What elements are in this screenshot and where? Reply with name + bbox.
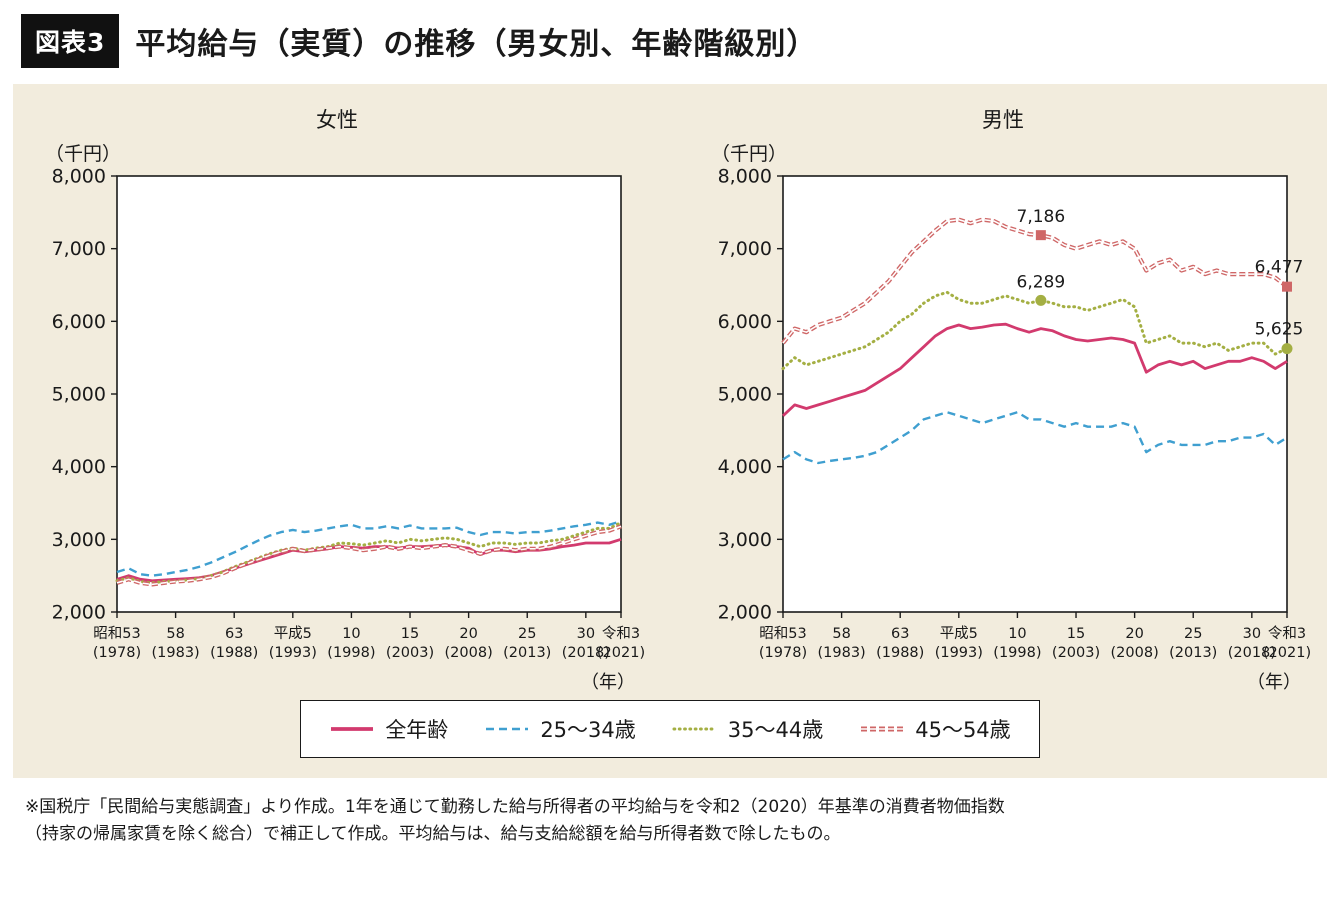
svg-text:3,000: 3,000 [52,529,106,551]
svg-text:2,000: 2,000 [718,602,772,624]
chart-legend: 全年齢 25〜34歳 35〜44歳 45〜54歳 [27,700,1313,758]
svg-text:58: 58 [166,626,184,642]
svg-text:令和3: 令和3 [1268,625,1306,642]
svg-text:7,186: 7,186 [1017,207,1066,227]
legend-line-sample-45-54 [859,722,905,736]
svg-text:5,625: 5,625 [1255,320,1304,340]
svg-text:20: 20 [1125,626,1143,642]
svg-text:平成5: 平成5 [274,625,312,642]
line-chart-men: （千円） 2,000 3,000 4,000 5,000 6,000 7,000 8,000 昭… [711,143,1311,693]
svg-text:7,000: 7,000 [52,238,106,260]
figure-title: 平均給与（実質）の推移（男女別、年齢階級別） [135,27,818,62]
svg-text:(1988): (1988) [876,645,924,661]
svg-text:昭和53: 昭和53 [759,625,806,642]
svg-text:8,000: 8,000 [718,166,772,188]
legend-item-35-44: 35〜44歳 [672,714,823,744]
svg-text:(1978): (1978) [759,645,807,661]
svg-text:6,477: 6,477 [1255,258,1304,278]
legend-label-25-34: 25〜34歳 [540,718,636,742]
svg-text:7,000: 7,000 [718,238,772,260]
svg-text:25: 25 [1184,626,1202,642]
svg-text:令和3: 令和3 [602,625,640,642]
svg-text:5,000: 5,000 [718,384,772,406]
source-note-line1: ※国税庁「民間給与実態調査」より作成。1年を通じて勤務した給与所得者の平均給与を… [25,797,1005,817]
legend-item-all-ages: 全年齢 [329,714,448,744]
svg-text:(2013): (2013) [503,645,551,661]
svg-text:30: 30 [1243,626,1261,642]
svg-text:(1978): (1978) [93,645,141,661]
line-chart-women: （千円） 2,000 3,000 4,000 5,000 6,000 7,000 8,000 昭… [45,143,645,693]
svg-text:15: 15 [1067,626,1085,642]
svg-text:(2003): (2003) [386,645,434,661]
panel-title-women: 女性 [316,108,358,132]
svg-text:(1988): (1988) [210,645,258,661]
source-note-line2: （持家の帰属家賃を除く総合）で補正して作成。平均給与は、給与支給総額を給与所得者… [25,824,841,845]
svg-text:（年）: （年） [581,672,635,693]
svg-text:63: 63 [891,626,909,642]
svg-text:8,000: 8,000 [52,166,106,188]
svg-text:(1983): (1983) [151,645,199,661]
svg-text:(1993): (1993) [269,645,317,661]
legend-item-45-54: 45〜54歳 [859,714,1011,744]
legend-line-sample-35-44 [672,722,718,736]
legend-line-sample-all-ages [329,722,375,736]
chart-board: 女性 （千円） 2,000 3,000 4,000 5,000 6,000 7,000 8,0… [13,84,1327,778]
svg-text:(2008): (2008) [445,645,493,661]
svg-text:20: 20 [459,626,477,642]
svg-text:昭和53: 昭和53 [93,625,140,642]
svg-text:15: 15 [401,626,419,642]
svg-text:(1998): (1998) [327,645,375,661]
panel-title-men: 男性 [982,108,1024,132]
svg-text:6,000: 6,000 [52,311,106,333]
legend-line-sample-25-34 [484,722,530,736]
figure-header: 図表3 平均給与（実質）の推移（男女別、年齢階級別） [21,14,1319,68]
legend-box: 全年齢 25〜34歳 35〜44歳 45〜54歳 [300,700,1040,758]
svg-text:25: 25 [518,626,536,642]
svg-text:平成5: 平成5 [940,625,978,642]
svg-text:（千円）: （千円） [45,143,121,165]
legend-label-35-44: 35〜44歳 [727,718,824,742]
svg-text:30: 30 [577,626,595,642]
svg-text:(1983): (1983) [817,645,865,661]
svg-text:(2018): (2018) [562,645,610,661]
svg-text:63: 63 [225,626,243,642]
svg-text:(2013): (2013) [1169,645,1217,661]
svg-text:(2018): (2018) [1228,645,1276,661]
svg-text:4,000: 4,000 [52,456,106,478]
svg-text:3,000: 3,000 [718,529,772,551]
svg-text:(2003): (2003) [1052,645,1100,661]
svg-text:(2021): (2021) [597,645,645,661]
svg-text:（年）: （年） [1247,672,1301,693]
panel-women: 女性 （千円） 2,000 3,000 4,000 5,000 6,000 7,000 8,0… [27,100,647,696]
legend-label-all-ages: 全年齢 [385,718,449,742]
svg-text:2,000: 2,000 [52,602,106,624]
svg-text:(2021): (2021) [1263,645,1311,661]
source-note: ※国税庁「民間給与実態調査」より作成。1年を通じて勤務した給与所得者の平均給与を… [25,794,1315,848]
legend-item-25-34: 25〜34歳 [484,714,636,744]
svg-text:6,000: 6,000 [718,311,772,333]
panel-men: 男性 （千円） 2,000 3,000 4,000 5,000 6,000 7,000 8,0… [693,100,1313,696]
figure-number-badge: 図表3 [21,14,120,68]
legend-label-45-54: 45〜54歳 [915,718,1011,742]
svg-text:4,000: 4,000 [718,456,772,478]
svg-text:(2008): (2008) [1111,645,1159,661]
svg-text:(1998): (1998) [993,645,1041,661]
svg-text:(1993): (1993) [935,645,983,661]
svg-text:58: 58 [832,626,850,642]
svg-text:（千円）: （千円） [711,143,787,165]
svg-text:10: 10 [1008,626,1026,642]
chart-panels: 女性 （千円） 2,000 3,000 4,000 5,000 6,000 7,000 8,0… [27,100,1313,696]
svg-text:6,289: 6,289 [1017,272,1066,292]
svg-text:10: 10 [342,626,360,642]
svg-text:5,000: 5,000 [52,384,106,406]
